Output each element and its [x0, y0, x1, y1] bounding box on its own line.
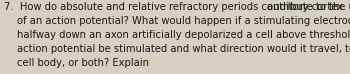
Text: halfway down an axon artificially depolarized a cell above threshold? Would an: halfway down an axon artificially depola… — [17, 30, 350, 40]
Text: 7.  How do absolute and relative refractory periods contribute to the unidirecti: 7. How do absolute and relative refracto… — [4, 2, 350, 12]
Text: of an action potential? What would happen if a stimulating electrode placed: of an action potential? What would happe… — [17, 16, 350, 26]
Text: action potential be stimulated and what direction would it travel, to axon termi: action potential be stimulated and what … — [17, 44, 350, 54]
Text: cell body, or both? Explain: cell body, or both? Explain — [17, 58, 149, 68]
Text: auditory cortex.: auditory cortex. — [267, 2, 346, 12]
